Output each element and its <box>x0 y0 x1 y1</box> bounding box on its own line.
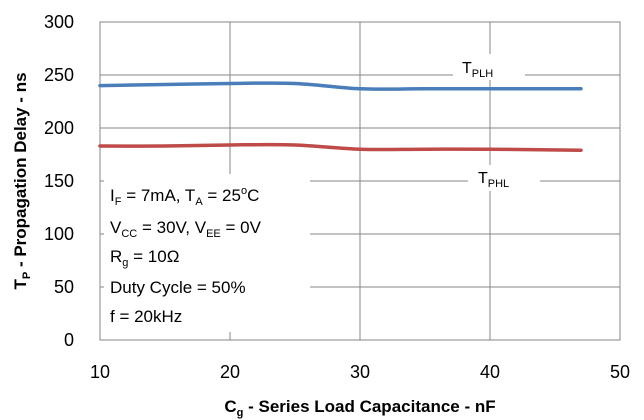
x-axis-title-rest: - Series Load Capacitance - nF <box>243 397 495 416</box>
x-axis-title: Cg - Series Load Capacitance - nF <box>224 397 495 419</box>
y-tick-label: 250 <box>44 65 74 85</box>
y-tick-label: 300 <box>44 12 74 32</box>
series-label-tphl: TPHL <box>478 170 509 190</box>
series-label-tplh-main: T <box>462 60 472 77</box>
condition-line-1: IF = 7mA, TA = 25oC <box>110 185 259 208</box>
x-axis-title-sub: g <box>237 407 244 419</box>
cond1-b-sub: A <box>195 196 203 208</box>
x-tick-labels: 10 20 30 40 50 <box>90 362 630 382</box>
series-label-tplh: TPLH <box>462 60 493 80</box>
cond2-c: = 0V <box>221 218 262 237</box>
cond1-a-sub: F <box>115 196 122 208</box>
condition-line-3: Rg = 10Ω <box>110 247 179 269</box>
series-label-tplh-sub: PLH <box>472 68 493 80</box>
tplh-label-bg <box>453 54 525 80</box>
y-axis-title-sub: P <box>21 272 33 279</box>
y-tick-label: 100 <box>44 224 74 244</box>
condition-line-2: VCC = 30V, VEE = 0V <box>110 218 262 240</box>
tphl-label-bg <box>468 165 540 191</box>
condition-line-4: Duty Cycle = 50% <box>110 278 246 297</box>
conditions-box-bg <box>104 174 310 332</box>
x-axis-title-main: C <box>224 397 236 416</box>
series-line-phl <box>98 142 583 153</box>
cond2-b-sub: EE <box>206 228 221 240</box>
cond1-b: = 7mA, T <box>121 186 195 205</box>
y-axis-title-rest: - Propagation Delay - ns <box>11 72 30 271</box>
cond3-a-sub: g <box>122 257 128 269</box>
cond2-a-sub: CC <box>121 228 137 240</box>
series-label-tphl-sub: PHL <box>488 178 509 190</box>
x-tick-label: 10 <box>90 362 110 382</box>
series-lines <box>98 81 583 153</box>
y-tick-label: 150 <box>44 171 74 191</box>
y-tick-label: 0 <box>64 330 74 350</box>
cond1-c-sup: o <box>241 185 247 197</box>
series-label-tphl-main: T <box>478 170 488 187</box>
x-tick-label: 50 <box>610 362 630 382</box>
cond1-c: = 25 <box>203 186 241 205</box>
cond3-a: R <box>110 247 122 266</box>
cond1-a: I <box>110 186 115 205</box>
condition-line-5: f = 20kHz <box>110 307 182 326</box>
x-tick-label: 30 <box>350 362 370 382</box>
y-axis-title-main: T <box>11 279 30 290</box>
y-tick-labels: 0 50 100 150 200 250 300 <box>44 12 74 350</box>
cond3-b: = 10Ω <box>128 247 179 266</box>
series-line-plh <box>98 81 583 91</box>
x-tick-label: 20 <box>220 362 240 382</box>
cond2-b: = 30V, V <box>137 218 207 237</box>
cond1-d: C <box>247 186 259 205</box>
y-tick-label: 200 <box>44 118 74 138</box>
cond2-a: V <box>110 218 122 237</box>
y-tick-label: 50 <box>54 277 74 297</box>
x-tick-label: 40 <box>480 362 500 382</box>
y-axis-title: TP - Propagation Delay - ns <box>11 72 33 289</box>
